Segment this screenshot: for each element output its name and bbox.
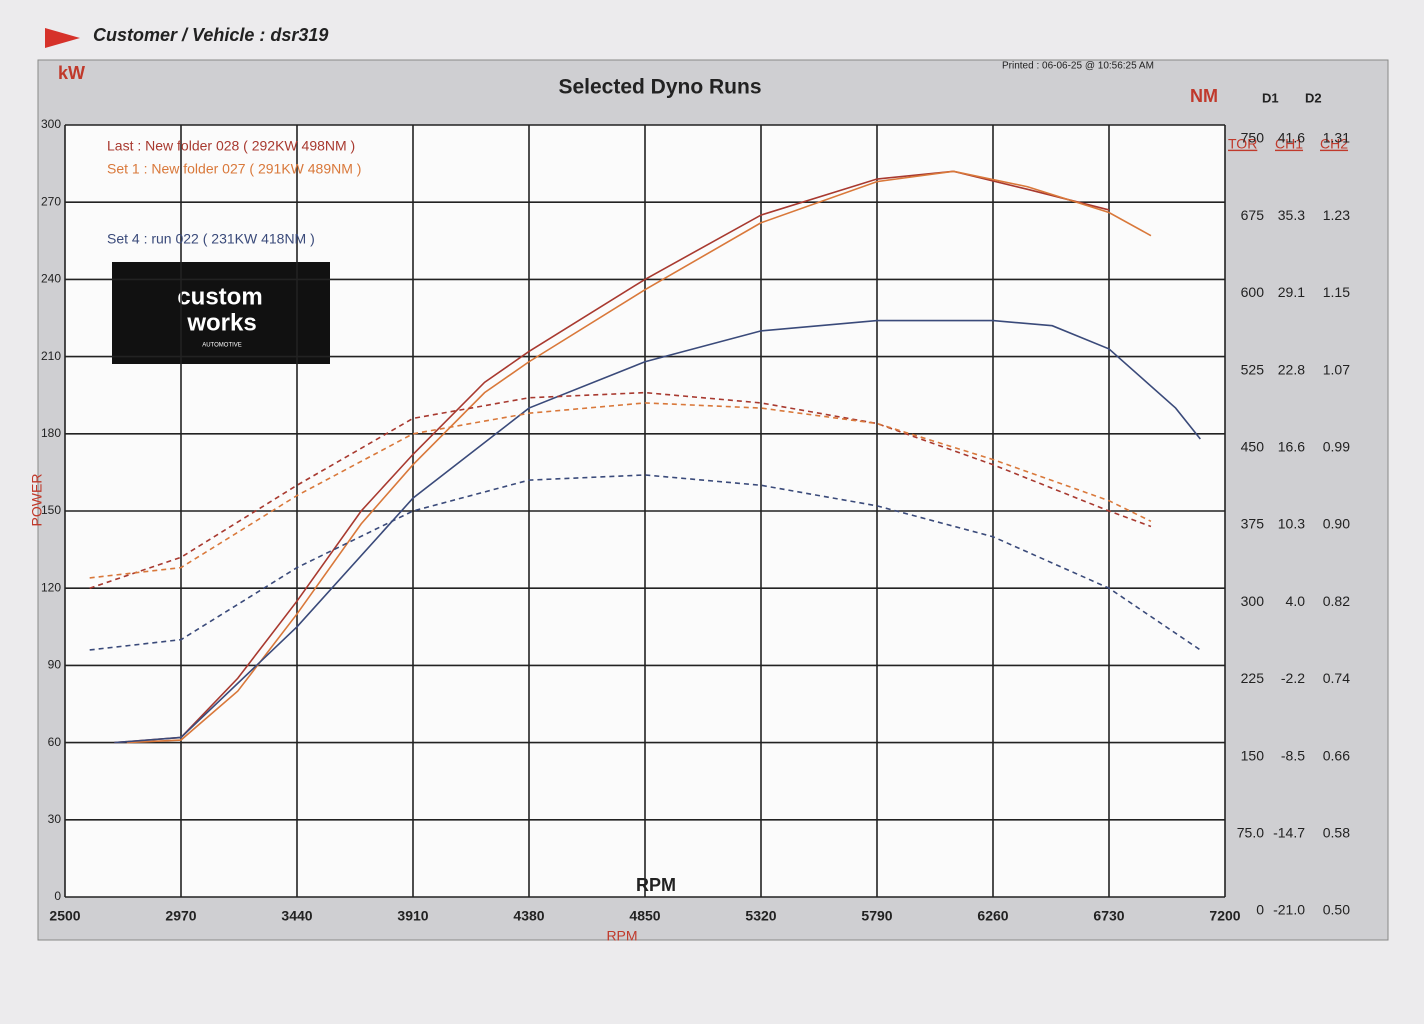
- y2-tick-label: -21.0: [1273, 902, 1305, 918]
- legend-entry: Set 4 : run 022 ( 231KW 418NM ): [107, 231, 315, 247]
- y2-tick-label: 22.8: [1278, 361, 1305, 377]
- y2-tick-label: 35.3: [1278, 207, 1305, 223]
- y2-tick-label: -8.5: [1281, 747, 1305, 763]
- legend-entry: Set 1 : New folder 027 ( 291KW 489NM ): [107, 161, 361, 177]
- arrow-icon: [45, 28, 80, 48]
- x-tick-label: 6730: [1093, 908, 1124, 924]
- y2-tick-label: 0.82: [1323, 593, 1350, 609]
- y2-tick-label: 0.99: [1323, 439, 1350, 455]
- y2-tick-label: 75.0: [1237, 825, 1264, 841]
- x-tick-label: 4380: [513, 908, 544, 924]
- y-tick-label: 0: [54, 889, 61, 903]
- y2-tick-label: 41.6: [1278, 130, 1305, 146]
- logo-text: works: [186, 309, 256, 336]
- y2-tick-label: 10.3: [1278, 516, 1305, 532]
- y2-header: CH1: [1275, 136, 1303, 152]
- series-line: [89, 391, 1152, 589]
- y2-tick-label: -14.7: [1273, 825, 1305, 841]
- x-tick-label: 5790: [861, 908, 892, 924]
- printed: Printed : 06-06-25 @ 10:56:25 AM: [1002, 61, 1154, 72]
- x-tick-label: 2500: [49, 908, 80, 924]
- y-tick-label: 180: [41, 426, 61, 440]
- x-tick-label: 4850: [629, 908, 660, 924]
- y2-tick-label: 1.07: [1323, 361, 1350, 377]
- legend-entry: Last : New folder 028 ( 292KW 498NM ): [107, 138, 355, 154]
- x-tick-label: 3440: [281, 908, 312, 924]
- y2-tick-label: 1.15: [1323, 284, 1350, 300]
- logo-text: AUTOMOTIVE: [202, 343, 242, 349]
- series-line: [89, 402, 1152, 579]
- customer: Customer / Vehicle : dsr319: [93, 25, 328, 45]
- y2-tick-label: 675: [1241, 207, 1265, 223]
- y-unit: kW: [58, 63, 85, 83]
- y2-tick-label: 0.66: [1323, 747, 1350, 763]
- y2-tick-label: 0.74: [1323, 670, 1350, 686]
- y-tick-label: 120: [41, 580, 61, 594]
- y2-tick-label: -2.2: [1281, 670, 1305, 686]
- y2-tick-label: 0.90: [1323, 516, 1350, 532]
- x-tick-label: 6260: [977, 908, 1008, 924]
- y2-tick-label: 0: [1256, 902, 1264, 918]
- y-label: POWER: [29, 474, 45, 527]
- d2: D2: [1305, 90, 1322, 105]
- y-tick-label: 210: [41, 349, 61, 363]
- y-tick-label: 300: [41, 117, 61, 131]
- y2-header: TOR: [1228, 136, 1257, 152]
- chart-title: Selected Dyno Runs: [558, 76, 761, 99]
- y-tick-label: 270: [41, 194, 61, 208]
- y-tick-label: 60: [48, 735, 62, 749]
- center-label: RPM: [636, 875, 676, 895]
- y2-unit: NM: [1190, 86, 1218, 106]
- y2-tick-label: 375: [1241, 516, 1265, 532]
- y2-tick-label: 29.1: [1278, 284, 1305, 300]
- y2-tick-label: 1.31: [1323, 130, 1350, 146]
- y2-tick-label: 300: [1241, 593, 1265, 609]
- y2-tick-label: 16.6: [1278, 439, 1305, 455]
- d1: D1: [1262, 90, 1279, 105]
- x-tick-label: 2970: [165, 908, 196, 924]
- y-tick-label: 90: [48, 658, 62, 672]
- y2-tick-label: 0.50: [1323, 902, 1350, 918]
- x-tick-label: 7200: [1209, 908, 1240, 924]
- y2-tick-label: 225: [1241, 670, 1265, 686]
- y2-tick-label: 450: [1241, 439, 1265, 455]
- y2-tick-label: 0.58: [1323, 825, 1350, 841]
- y-tick-label: 240: [41, 272, 61, 286]
- series-line: [114, 319, 1201, 744]
- x-tick-label: 3910: [397, 908, 428, 924]
- series-line: [89, 474, 1201, 651]
- y2-tick-label: 600: [1241, 284, 1265, 300]
- x-label: RPM: [606, 928, 637, 944]
- y2-tick-label: 1.23: [1323, 207, 1350, 223]
- x-tick-label: 5320: [745, 908, 776, 924]
- y2-tick-label: 150: [1241, 747, 1265, 763]
- y-tick-label: 30: [48, 812, 62, 826]
- y2-tick-label: 4.0: [1286, 593, 1306, 609]
- y2-tick-label: 750: [1241, 130, 1265, 146]
- logo-text: custom: [177, 283, 262, 310]
- y2-tick-label: 525: [1241, 361, 1265, 377]
- y-tick-label: 150: [41, 503, 61, 517]
- y2-header: CH2: [1320, 136, 1348, 152]
